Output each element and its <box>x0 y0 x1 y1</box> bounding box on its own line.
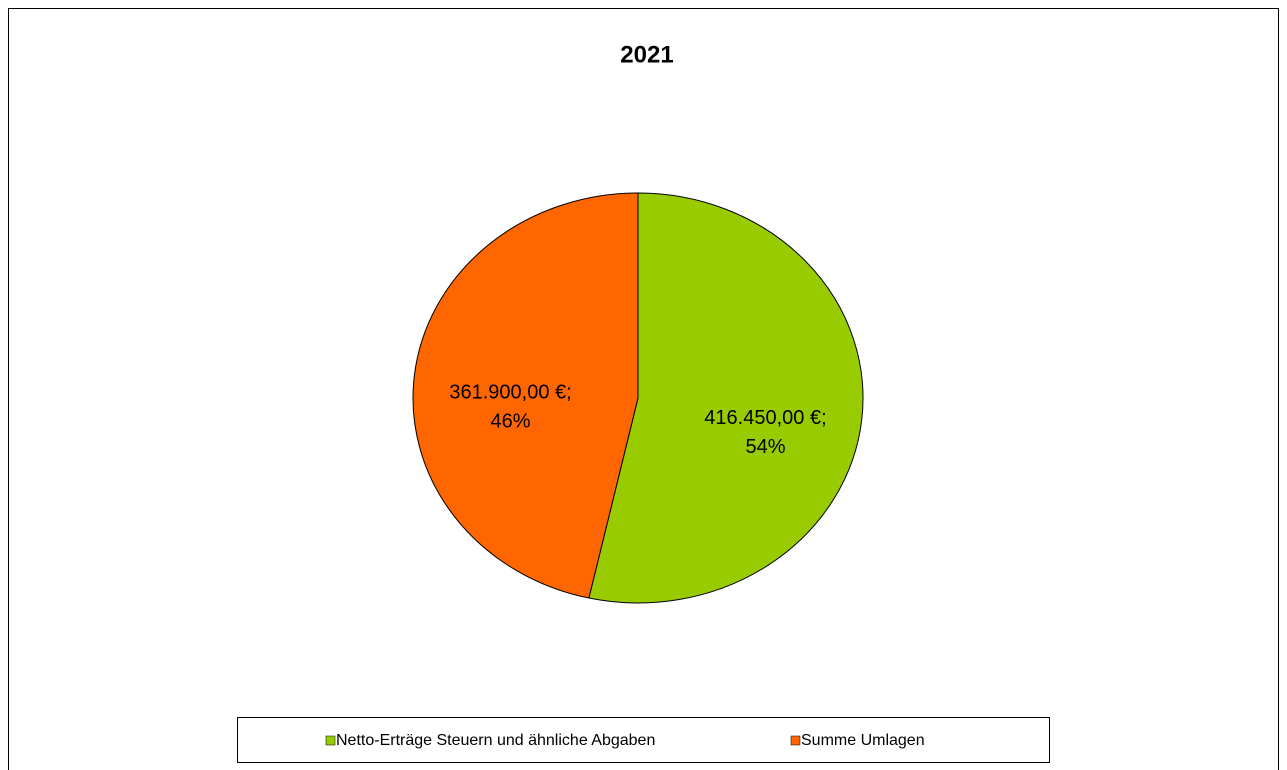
legend-label: Summe Umlagen <box>801 732 925 749</box>
pie-slice <box>412 192 639 599</box>
legend-box <box>237 717 1050 763</box>
pie-slice <box>588 192 864 604</box>
slice-percent-label: 46% <box>491 410 531 432</box>
slice-percent-label: 54% <box>745 436 785 458</box>
legend-swatch <box>790 735 801 746</box>
slice-value-label: 361.900,00 €; <box>449 381 571 403</box>
legend-label: Netto-Erträge Steuern und ähnliche Abgab… <box>336 732 655 749</box>
legend-swatch <box>325 735 336 746</box>
chart-title: 2021 <box>620 41 673 68</box>
slice-value-label: 416.450,00 €; <box>704 407 826 429</box>
